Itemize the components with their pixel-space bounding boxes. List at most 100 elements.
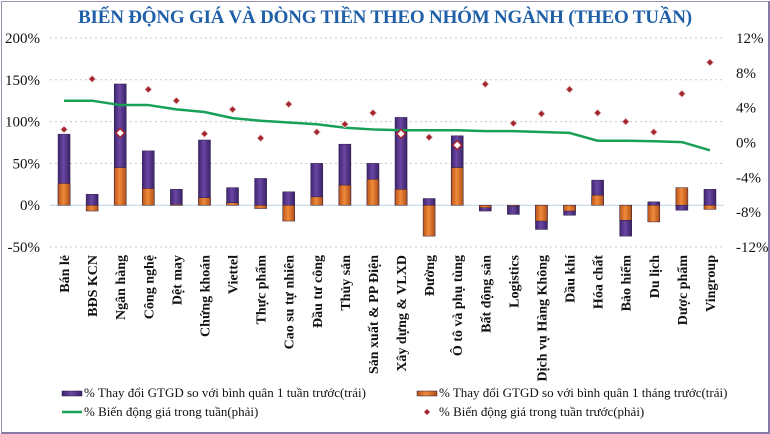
- point-prev-week-price-change: [172, 96, 181, 105]
- category-label: Sản xuất & PP Điện: [367, 255, 382, 374]
- point-prev-week-price-change: [88, 74, 97, 83]
- legend-item: % Thay đổi GTGD so với bình quân 1 tháng…: [416, 385, 727, 400]
- bar-monthly-change: [647, 204, 661, 223]
- category-label: Thực phẩm: [255, 255, 270, 325]
- point-prev-week-price-change: [114, 127, 126, 139]
- bar-weekly-change: [647, 201, 661, 206]
- bar-monthly-change: [703, 204, 717, 210]
- left-axis-ticks: 200% 150% 100% 50% 0% -50%: [5, 31, 40, 256]
- point-prev-week-price-change: [284, 100, 293, 109]
- category-label: Ngân hàng: [114, 255, 129, 320]
- category-label: Viettel: [227, 255, 242, 294]
- chart-title: BIẾN ĐỘNG GIÁ VÀ DÒNG TIỀN THEO NHÓM NGÀ…: [78, 7, 692, 28]
- bar-weekly-change: [254, 178, 267, 206]
- bar-weekly-change: [85, 194, 99, 206]
- bar-weekly-change: [198, 139, 211, 206]
- bar-monthly-change: [366, 179, 380, 206]
- right-axis-tick-label: -4%: [736, 170, 761, 186]
- category-label: Dược phẩm: [676, 255, 691, 326]
- category-label: BĐS KCN: [86, 255, 101, 317]
- right-axis-tick-label: -12%: [736, 240, 769, 256]
- bar-monthly-change: [254, 204, 267, 209]
- category-label: Dệt may: [170, 255, 185, 305]
- category-label: Bảo hiểm: [620, 255, 635, 312]
- legend-label: % Thay đổi GTGD so với bình quân 1 tháng…: [439, 385, 727, 400]
- point-prev-week-price-change: [200, 129, 209, 138]
- bar-monthly-change: [507, 204, 520, 207]
- bar-monthly-change: [310, 196, 324, 206]
- left-axis-tick-label: 150%: [5, 73, 40, 89]
- point-prev-week-price-change: [565, 85, 574, 94]
- price-prev-points: [59, 58, 715, 151]
- legend-item: % Biến động giá trong tuần(phải): [62, 404, 258, 419]
- bar-monthly-change: [282, 204, 295, 222]
- price-line: [64, 99, 711, 152]
- legend-label: % Biến động giá trong tuần(phải): [84, 404, 258, 419]
- bar-weekly-change: [675, 204, 689, 211]
- bar-monthly-change: [422, 204, 436, 237]
- legend-swatch: [424, 409, 430, 415]
- bars: [57, 83, 717, 237]
- point-prev-week-price-change: [312, 127, 321, 137]
- legend-item: % Thay đổi GTGD so với bình quân 1 tuần …: [61, 385, 366, 400]
- category-label: Ô tô và phụ tùng: [449, 255, 466, 356]
- point-prev-week-price-change: [677, 89, 686, 98]
- point-prev-week-price-change: [481, 80, 490, 89]
- bar-monthly-change: [85, 204, 99, 212]
- right-axis-tick-label: 12%: [736, 31, 764, 47]
- category-label: Thủy sản: [339, 255, 354, 311]
- bar-monthly-change: [450, 167, 464, 206]
- point-prev-week-price-change: [340, 120, 349, 129]
- category-label: Công nghệ: [142, 255, 157, 319]
- point-prev-week-price-change: [451, 139, 463, 151]
- bar-monthly-change: [113, 167, 127, 206]
- category-label: Chứng khoán: [198, 255, 213, 337]
- gridlines: [50, 37, 724, 248]
- bar-monthly-change: [563, 204, 576, 212]
- bar-monthly-change: [591, 194, 604, 206]
- category-label: Logistics: [507, 254, 522, 307]
- bar-monthly-change: [338, 184, 352, 206]
- category-label: Đầu tư công: [311, 255, 326, 328]
- point-prev-week-price-change: [593, 108, 602, 117]
- point-prev-week-price-change: [228, 105, 237, 114]
- category-label: Hóa chất: [592, 255, 607, 309]
- point-prev-week-price-change: [621, 117, 630, 126]
- point-prev-week-price-change: [509, 119, 518, 128]
- legend-item: % Biến động giá trong tuần trước(phải): [424, 404, 644, 419]
- legend: % Thay đổi GTGD so với bình quân 1 tuần …: [61, 385, 727, 419]
- category-label: Cao su tự nhiên: [283, 255, 298, 350]
- bar-monthly-change: [57, 183, 71, 206]
- bar-weekly-change: [282, 191, 295, 206]
- bar-weekly-change: [170, 189, 183, 206]
- point-prev-week-price-change: [649, 127, 658, 137]
- point-prev-week-price-change: [59, 125, 69, 134]
- bar-monthly-change: [535, 204, 548, 222]
- category-label: Bất động sản: [479, 255, 494, 333]
- bar-monthly-change: [394, 189, 408, 206]
- bar-monthly-change: [170, 204, 183, 206]
- category-label: Vingroup: [704, 255, 719, 312]
- category-labels: Bán lẻ BĐS KCN Ngân hàng Công nghệ Dệt may Ch…: [58, 254, 719, 382]
- category-label: Đường: [423, 255, 438, 296]
- point-prev-week-price-change: [425, 133, 434, 142]
- point-prev-week-price-change: [144, 85, 153, 94]
- left-axis-tick-label: 0%: [20, 198, 40, 214]
- bar-weekly-change: [422, 198, 436, 206]
- left-axis-tick-label: 200%: [5, 31, 40, 47]
- left-axis-tick-label: 50%: [13, 156, 41, 172]
- bar-monthly-change: [675, 187, 689, 206]
- point-prev-week-price-change: [395, 128, 407, 140]
- category-label: Bán lẻ: [58, 255, 73, 293]
- bar-monthly-change: [226, 202, 239, 206]
- right-axis-tick-label: 8%: [736, 66, 756, 82]
- category-label: Dầu khí: [564, 254, 579, 303]
- left-axis-tick-label: -50%: [8, 240, 41, 256]
- right-axis-tick-label: -8%: [736, 205, 761, 221]
- legend-label: % Thay đổi GTGD so với bình quân 1 tuần …: [84, 385, 366, 400]
- category-label: Du lịch: [648, 255, 663, 298]
- point-prev-week-price-change: [368, 108, 378, 117]
- right-axis-ticks: 12% 8% 4% 0% -4% -8% -12%: [736, 31, 769, 256]
